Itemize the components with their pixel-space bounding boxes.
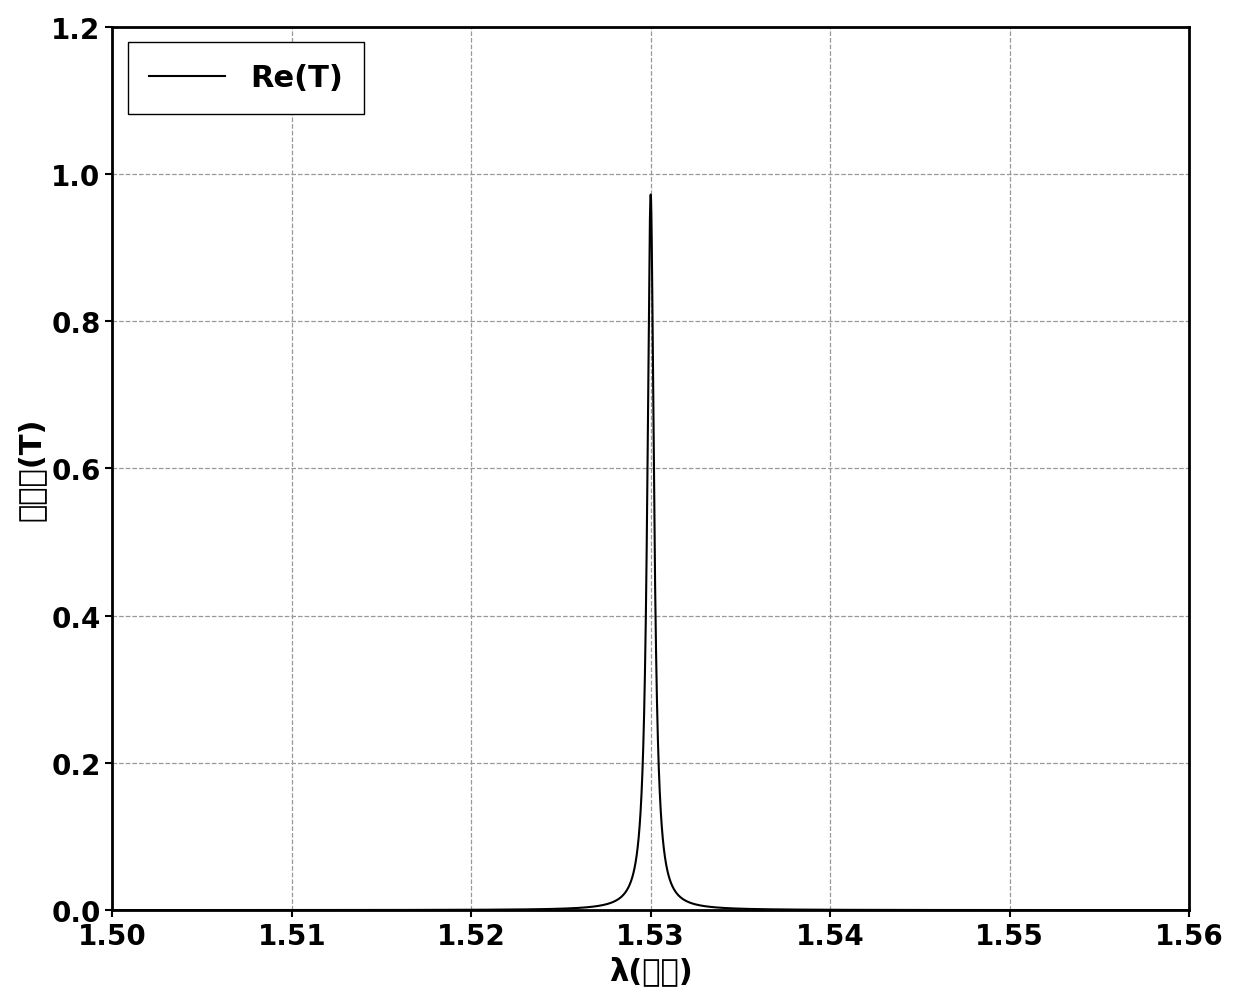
Re(T) <box>624 877 639 889</box>
Re(T) <box>1182 904 1197 916</box>
Re(T) <box>606 896 621 908</box>
Y-axis label: 透射率(T): 透射率(T) <box>16 417 46 521</box>
Re(T) <box>644 189 658 201</box>
Re(T) <box>626 867 641 879</box>
Legend: Re(T): Re(T) <box>128 43 365 114</box>
Re(T) <box>691 899 706 911</box>
Re(T) <box>105 904 120 916</box>
X-axis label: λ(微米): λ(微米) <box>609 956 693 985</box>
Re(T) <box>626 868 641 880</box>
Line: Re(T): Re(T) <box>113 195 1189 910</box>
Re(T) <box>661 869 676 881</box>
